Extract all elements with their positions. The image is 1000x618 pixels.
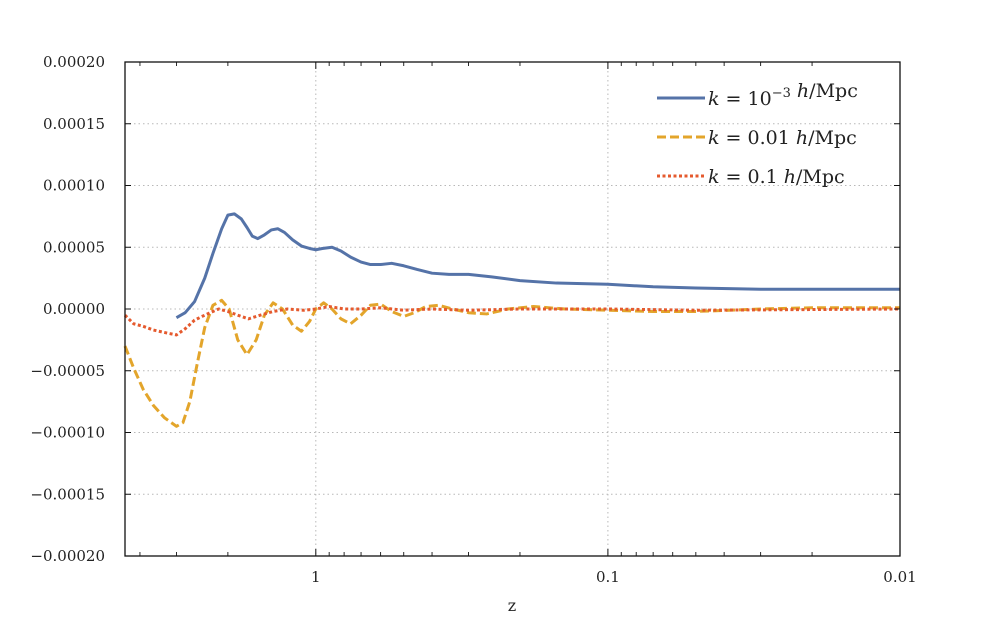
y-tick-label: −0.00015 [30, 485, 105, 503]
y-tick-label: −0.00010 [30, 424, 105, 442]
y-tick-label: −0.00005 [30, 362, 105, 380]
series-line-2 [123, 298, 900, 428]
legend-label-1: k = 10−3 h/Mpc [708, 80, 858, 110]
y-tick-label: 0.00010 [43, 177, 105, 195]
series-line-3 [123, 305, 901, 337]
series-line-1 [175, 212, 900, 319]
series-layer [123, 212, 901, 428]
x-axis-label: z [508, 596, 516, 615]
y-tick-label: −0.00020 [30, 547, 105, 565]
axis-ticks: 0.00020 0.00015 0.00010 0.00005 0.00000 −0.00… [30, 53, 916, 586]
legend: k = 10−3 h/Mpc k = 0.01 h/Mpc k = 0.1 h/Mp… [657, 80, 858, 188]
x-tick-label: 0.01 [883, 568, 916, 586]
y-tick-label: 0.00005 [43, 238, 105, 256]
legend-label-2: k = 0.01 h/Mpc [708, 127, 857, 149]
x-tick-label: 0.1 [596, 568, 620, 586]
y-tick-label: 0.00000 [43, 300, 105, 318]
y-tick-label: 0.00020 [43, 53, 105, 71]
legend-label-3: k = 0.1 h/Mpc [708, 166, 845, 188]
x-tick-label: 1 [311, 568, 321, 586]
y-tick-label: 0.00015 [43, 115, 105, 133]
